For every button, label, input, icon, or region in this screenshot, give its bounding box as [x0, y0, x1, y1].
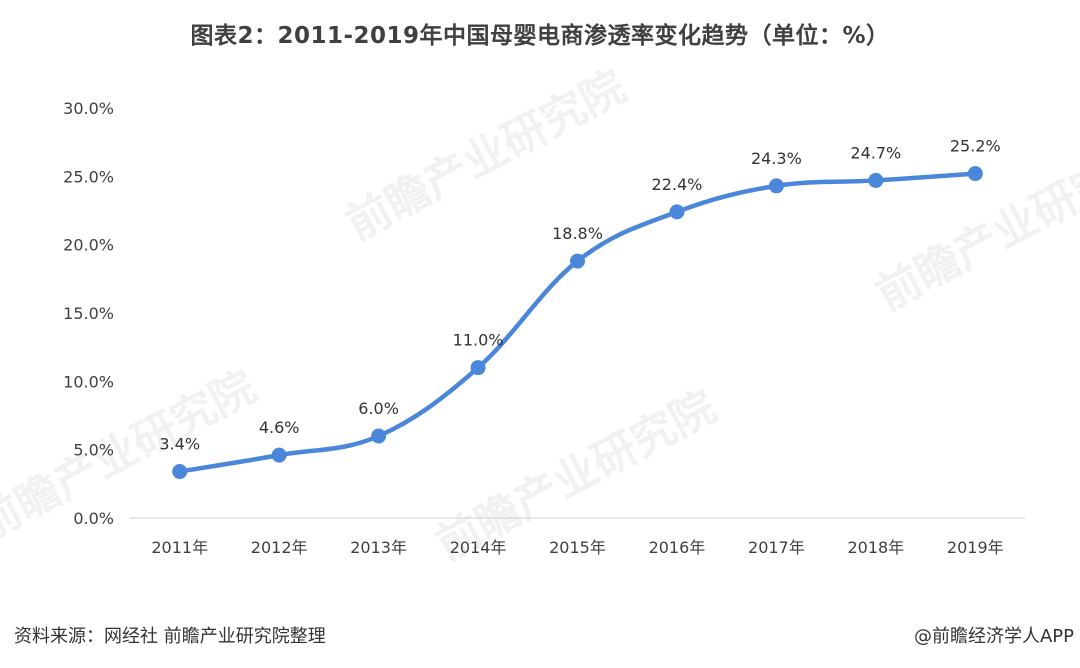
data-point — [172, 464, 188, 480]
x-tick-label: 2014年 — [450, 538, 507, 557]
y-tick-label: 0.0% — [73, 509, 114, 528]
y-tick-label: 20.0% — [63, 236, 114, 255]
y-tick-label: 10.0% — [63, 372, 114, 391]
x-tick-label: 2012年 — [251, 538, 308, 557]
data-point — [570, 253, 585, 269]
data-label: 3.4% — [159, 435, 200, 454]
x-tick-label: 2011年 — [151, 538, 208, 557]
data-point — [967, 166, 983, 182]
data-label: 24.3% — [751, 149, 802, 168]
chart-title: 图表2：2011-2019年中国母婴电商渗透率变化趋势（单位：%） — [190, 23, 890, 49]
x-tick-label: 2019年 — [947, 538, 1004, 557]
data-label: 25.2% — [950, 137, 1001, 156]
source-note: 资料来源：网经社 前瞻产业研究院整理 — [14, 626, 326, 647]
data-point — [868, 172, 884, 188]
data-label: 11.0% — [453, 331, 504, 350]
y-tick-label: 5.0% — [73, 441, 114, 460]
x-tick-label: 2016年 — [649, 538, 706, 557]
x-tick-label: 2013年 — [350, 538, 407, 557]
data-point — [669, 204, 685, 220]
data-label: 18.8% — [552, 224, 603, 243]
data-point — [768, 178, 784, 194]
data-point — [371, 428, 387, 444]
data-label: 6.0% — [358, 399, 399, 418]
x-tick-label: 2015年 — [549, 538, 606, 557]
data-label: 24.7% — [850, 143, 901, 162]
x-tick-label: 2017年 — [748, 538, 805, 557]
data-point — [271, 447, 287, 463]
credit-note: @前瞻经济学人APP — [913, 626, 1074, 647]
y-tick-label: 15.0% — [63, 304, 114, 323]
y-tick-label: 30.0% — [63, 99, 114, 118]
y-tick-label: 25.0% — [63, 167, 114, 186]
x-tick-label: 2018年 — [847, 538, 904, 557]
data-label: 22.4% — [652, 175, 703, 194]
series-line — [177, 171, 978, 474]
data-point — [470, 360, 486, 376]
data-label: 4.6% — [259, 418, 300, 437]
